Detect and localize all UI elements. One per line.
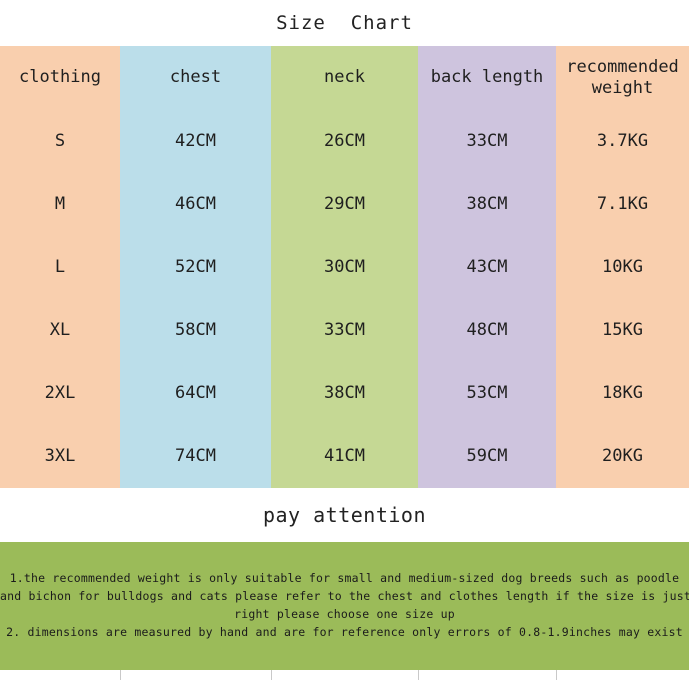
table-cell-recommended-weight: 3.7KG: [596, 130, 649, 151]
table-column-clothing: clothing S M L XL 2XL 3XL: [0, 46, 120, 488]
table-cell-recommended-weight: 18KG: [602, 382, 643, 403]
size-table: clothing S M L XL 2XL 3XL chest 42CM 46C…: [0, 46, 689, 488]
table-cell-clothing: XL: [49, 319, 71, 340]
table-cell-chest: 46CM: [175, 193, 216, 214]
note-line: 2. dimensions are measured by hand and a…: [6, 625, 683, 639]
table-cell-neck: 26CM: [324, 130, 365, 151]
table-cell-recommended-weight: 15KG: [602, 319, 643, 340]
table-cell-recommended-weight: 10KG: [602, 256, 643, 277]
page-title: Size Chart: [276, 12, 413, 34]
note-line: and bichon for bulldogs and cats please …: [0, 589, 689, 603]
table-cell-back-length: 33CM: [466, 130, 508, 151]
column-header-chest: chest: [169, 67, 222, 88]
table-cell-neck: 33CM: [324, 319, 365, 340]
column-header-recommended-weight: recommended weight: [566, 56, 679, 98]
table-cell-back-length: 53CM: [466, 382, 508, 403]
table-cell-chest: 74CM: [175, 445, 216, 466]
table-column-recommended-weight: recommended weight 3.7KG 7.1KG 10KG 15KG…: [556, 46, 689, 488]
column-header-neck: neck: [324, 67, 365, 88]
column-header-back-length: back length: [430, 67, 544, 88]
table-cell-back-length: 59CM: [466, 445, 508, 466]
table-column-neck: neck 26CM 29CM 30CM 33CM 38CM 41CM: [271, 46, 418, 488]
bottom-divider-strip: [0, 670, 689, 680]
table-column-chest: chest 42CM 46CM 52CM 58CM 64CM 74CM: [120, 46, 271, 488]
table-cell-neck: 30CM: [324, 256, 365, 277]
table-cell-neck: 29CM: [324, 193, 365, 214]
table-cell-back-length: 48CM: [466, 319, 508, 340]
table-cell-clothing: 2XL: [44, 382, 76, 403]
table-cell-neck: 38CM: [324, 382, 365, 403]
table-cell-clothing: L: [54, 256, 66, 277]
attention-heading: pay attention: [0, 488, 689, 542]
table-cell-chest: 64CM: [175, 382, 216, 403]
table-cell-clothing: S: [54, 130, 66, 151]
note-line: 1.the recommended weight is only suitabl…: [9, 571, 680, 585]
table-cell-clothing: 3XL: [44, 445, 76, 466]
table-column-back-length: back length 33CM 38CM 43CM 48CM 53CM 59C…: [418, 46, 556, 488]
column-header-clothing: clothing: [19, 67, 101, 88]
column-divider: [418, 670, 419, 680]
column-divider: [120, 670, 121, 680]
column-divider: [271, 670, 272, 680]
table-cell-recommended-weight: 7.1KG: [596, 193, 649, 214]
table-cell-chest: 42CM: [175, 130, 216, 151]
table-cell-clothing: M: [54, 193, 66, 214]
table-cell-neck: 41CM: [324, 445, 365, 466]
table-cell-chest: 52CM: [175, 256, 216, 277]
table-cell-back-length: 43CM: [466, 256, 508, 277]
table-cell-chest: 58CM: [175, 319, 216, 340]
table-cell-back-length: 38CM: [466, 193, 508, 214]
column-divider: [556, 670, 557, 680]
note-line: right please choose one size up: [234, 607, 455, 621]
table-cell-recommended-weight: 20KG: [602, 445, 643, 466]
notes-box: 1.the recommended weight is only suitabl…: [0, 542, 689, 670]
